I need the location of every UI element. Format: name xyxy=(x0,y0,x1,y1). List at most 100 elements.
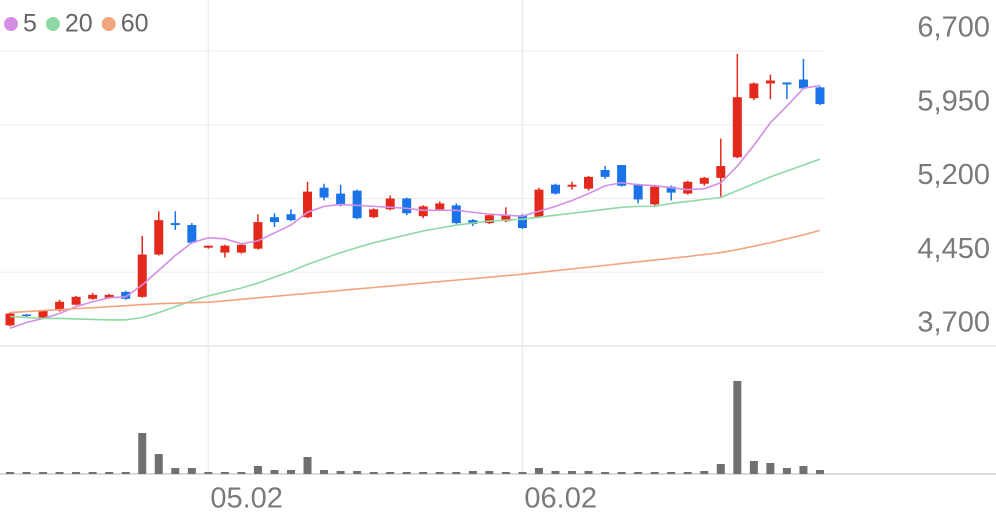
volume-bar xyxy=(220,472,229,474)
volume-bar xyxy=(154,454,163,474)
volume-bar xyxy=(452,472,461,474)
volume-bar xyxy=(121,472,130,474)
candle-body xyxy=(617,165,627,186)
candle-body xyxy=(104,294,114,298)
candle-body xyxy=(468,220,478,225)
candle-body xyxy=(121,291,131,299)
volume-bar xyxy=(799,466,808,474)
candle-body xyxy=(600,169,610,177)
candle-body xyxy=(88,294,98,299)
y-tick-label: 3,700 xyxy=(917,307,990,339)
candle-body xyxy=(253,222,263,249)
candle-body xyxy=(352,190,362,219)
volume-bar xyxy=(320,470,329,474)
candle-body xyxy=(187,225,197,243)
candle-body xyxy=(170,223,180,226)
volume-bar xyxy=(419,472,428,474)
candle-body xyxy=(5,313,15,326)
candle-body xyxy=(749,83,759,99)
x-tick-label: 06.02 xyxy=(524,483,597,515)
candle-body xyxy=(286,214,296,221)
candle-body xyxy=(815,87,825,105)
candle-body xyxy=(732,97,742,158)
volume-bar xyxy=(749,461,758,474)
candle-body xyxy=(402,198,412,214)
candle-body xyxy=(650,186,660,205)
candle-body xyxy=(55,301,65,311)
volume-bar xyxy=(501,472,510,474)
volume-bar xyxy=(435,472,444,474)
candle-body xyxy=(683,181,693,194)
candle-body xyxy=(220,245,230,253)
volume-bar xyxy=(253,466,262,474)
volume-bar xyxy=(287,470,296,474)
volume-bar xyxy=(402,472,411,474)
candle-body xyxy=(517,215,527,228)
candle-body xyxy=(336,193,346,206)
volume-bar xyxy=(6,472,14,474)
legend-label: 5 xyxy=(23,10,37,38)
volume-bar xyxy=(303,457,312,474)
ma-line xyxy=(9,158,821,321)
volume-bar xyxy=(138,433,147,474)
volume-bar xyxy=(634,472,643,474)
y-tick-label: 4,450 xyxy=(917,233,990,265)
volume-bar xyxy=(766,463,775,474)
volume-bar xyxy=(700,471,709,474)
candle-body xyxy=(418,206,428,217)
volume-bar xyxy=(650,472,659,474)
legend-dot xyxy=(45,17,60,31)
candle-body xyxy=(236,244,246,253)
candle-body xyxy=(798,79,808,89)
y-tick-label: 5,200 xyxy=(917,159,990,191)
candle-body xyxy=(137,254,147,297)
volume-bar xyxy=(204,472,213,474)
ma-line xyxy=(9,84,821,330)
volume-bar xyxy=(22,472,31,474)
volume-bar xyxy=(584,471,593,474)
candle-body xyxy=(369,209,379,218)
candle-body xyxy=(71,296,81,305)
volume-bar xyxy=(369,472,378,474)
volume-bar xyxy=(55,472,64,474)
legend-label: 60 xyxy=(121,10,149,38)
volume-bar xyxy=(782,468,791,474)
candle-body xyxy=(666,186,676,193)
candle-body xyxy=(154,220,164,255)
volume-bar xyxy=(617,472,626,474)
volume-bar xyxy=(568,471,577,474)
candle-body xyxy=(319,187,329,198)
volume-bar xyxy=(105,472,114,474)
volume-bar xyxy=(518,472,527,474)
volume-bar xyxy=(237,472,246,474)
ma-line xyxy=(9,229,821,314)
volume-bar xyxy=(72,472,81,474)
volume-bar xyxy=(468,471,477,474)
candle-body xyxy=(699,177,709,184)
legend-label: 20 xyxy=(65,10,93,38)
legend-dot xyxy=(4,17,18,31)
volume-bar xyxy=(683,472,692,474)
volume-bar xyxy=(336,471,345,474)
candle-body xyxy=(765,80,775,84)
candle-body xyxy=(567,184,577,187)
candle-body xyxy=(385,198,395,210)
volume-bar xyxy=(171,468,180,474)
volume-bar xyxy=(39,472,48,474)
candle-body xyxy=(303,191,313,218)
volume-bar xyxy=(815,470,824,474)
candle-body xyxy=(38,310,48,318)
volume-bar xyxy=(485,471,494,474)
volume-bar xyxy=(667,472,676,474)
candle-body xyxy=(435,203,445,210)
volume-bar xyxy=(534,468,543,474)
candle-body xyxy=(451,205,461,224)
candle-body xyxy=(203,245,213,248)
volume-bar xyxy=(386,472,395,474)
candle-body xyxy=(534,189,544,218)
candle-body xyxy=(550,184,560,194)
candle-body xyxy=(716,166,726,178)
x-tick-label: 05.02 xyxy=(210,483,283,515)
volume-bar xyxy=(716,464,725,474)
